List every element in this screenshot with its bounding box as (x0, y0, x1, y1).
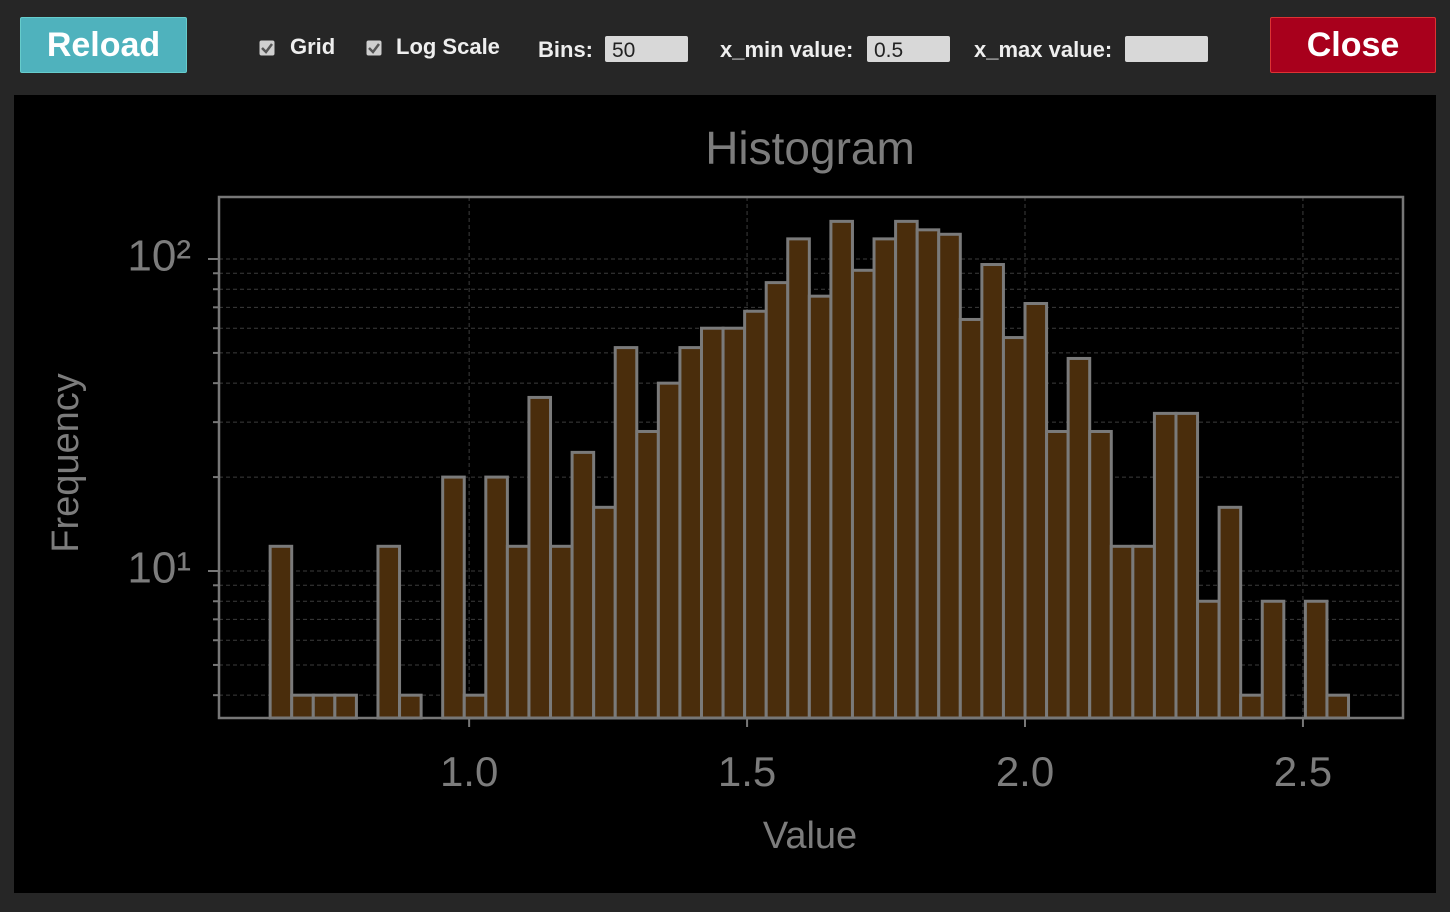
y-tick-label: 10¹ (127, 544, 191, 593)
x-tick-label: 1.0 (440, 748, 498, 795)
x-tick-label: 2.5 (1274, 748, 1332, 795)
reload-button[interactable]: Reload (20, 17, 187, 73)
bar (721, 326, 747, 720)
bar (958, 317, 984, 720)
log-checkbox[interactable] (366, 40, 382, 56)
bar (807, 294, 833, 720)
bar (311, 693, 337, 720)
log-label: Log Scale (396, 34, 500, 59)
bar (872, 237, 898, 720)
bar (333, 693, 358, 720)
bar (1196, 599, 1221, 720)
bar (527, 395, 553, 720)
bar (1239, 693, 1264, 720)
bar (764, 281, 790, 720)
bar (570, 450, 596, 720)
xmax-input[interactable] (1125, 36, 1208, 62)
grid-checkbox[interactable] (259, 40, 275, 56)
bar (786, 237, 811, 720)
bins-label: Bins: (538, 37, 593, 62)
bar (829, 219, 854, 720)
bar (1109, 544, 1135, 720)
x-axis-label: Value (763, 815, 857, 857)
bar (1325, 693, 1351, 720)
bar (937, 232, 962, 720)
plot-frame (217, 195, 1405, 720)
bar (290, 693, 315, 720)
bar (1152, 411, 1178, 720)
y-axis-label: Frequency (45, 373, 87, 553)
bar (656, 381, 682, 720)
bar (850, 268, 876, 720)
bar (376, 544, 402, 720)
bar (894, 219, 919, 720)
close-button[interactable]: Close (1270, 17, 1436, 73)
bar (1088, 429, 1113, 720)
grid-label: Grid (290, 34, 336, 59)
bar (398, 693, 423, 720)
bar (743, 309, 768, 720)
bar (484, 475, 509, 720)
x-tick-label: 1.5 (718, 748, 776, 795)
bar (1260, 599, 1286, 720)
x-tick-label: 2.0 (996, 748, 1054, 795)
chart-title: Histogram (705, 122, 915, 174)
bar (549, 544, 574, 720)
bar (268, 544, 294, 720)
bar (613, 346, 639, 720)
bar (1066, 356, 1092, 720)
bar (1045, 429, 1070, 720)
bar (915, 228, 941, 720)
bar (505, 544, 531, 720)
bar (441, 475, 466, 720)
bar (462, 693, 488, 720)
xmin-label: x_min value: (720, 37, 854, 62)
bar (678, 346, 703, 720)
bar (1001, 336, 1027, 720)
xmax-label: x_max value: (974, 37, 1113, 62)
bins-input[interactable]: 50 (605, 36, 688, 62)
bar (1217, 505, 1243, 720)
bar (980, 263, 1005, 720)
bar (635, 429, 660, 720)
bar (699, 326, 725, 720)
xmin-input[interactable]: 0.5 (867, 36, 950, 62)
bar (1303, 599, 1329, 720)
bar (592, 505, 617, 720)
bar (1023, 302, 1049, 720)
bar (1174, 411, 1200, 720)
y-tick-label: 10² (127, 232, 191, 281)
bar (1131, 544, 1156, 720)
